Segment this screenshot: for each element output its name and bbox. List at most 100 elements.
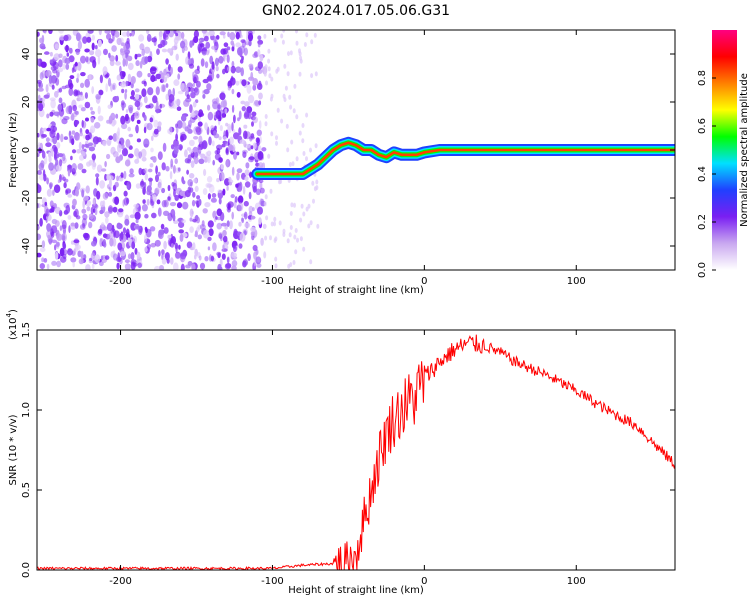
colorbar-tick-label: 0.2 <box>697 214 708 230</box>
noise-blob <box>75 215 81 220</box>
noise-blob <box>208 228 214 237</box>
noise-blob <box>189 173 195 179</box>
x-tick-label: 0 <box>421 576 427 587</box>
noise-blob <box>106 153 111 160</box>
noise-blob <box>65 106 72 115</box>
noise-blob <box>229 220 233 230</box>
noise-blob <box>146 33 152 42</box>
noise-blob <box>81 168 87 174</box>
noise-blob <box>288 94 292 100</box>
noise-blob <box>185 97 192 103</box>
noise-blob <box>228 144 234 151</box>
noise-blob <box>70 257 77 263</box>
noise-blob <box>38 81 41 87</box>
noise-blob <box>50 125 55 135</box>
noise-blob <box>207 220 214 228</box>
noise-blob <box>173 145 179 155</box>
noise-blob <box>165 93 169 101</box>
noise-blob <box>158 229 165 236</box>
noise-blob <box>127 153 134 159</box>
noise-blob <box>257 42 261 48</box>
noise-blob <box>158 265 165 270</box>
noise-blob <box>90 206 94 215</box>
noise-blob <box>253 99 260 106</box>
noise-blob <box>146 55 153 63</box>
noise-blob <box>130 114 135 122</box>
noise-blob <box>58 59 63 68</box>
noise-blob <box>159 32 163 42</box>
noise-blob <box>204 35 209 42</box>
noise-blob <box>240 100 246 105</box>
noise-blob <box>211 45 217 50</box>
noise-blob <box>140 148 147 158</box>
noise-blob <box>91 42 95 51</box>
noise-blob <box>301 123 305 128</box>
noise-blob <box>46 92 50 98</box>
noise-blob <box>174 194 179 201</box>
noise-blob <box>110 227 114 234</box>
noise-blob <box>202 208 208 214</box>
noise-blob <box>235 66 242 73</box>
noise-blob <box>74 61 78 67</box>
noise-blob <box>88 146 95 152</box>
noise-blob <box>89 129 94 134</box>
noise-blob <box>134 100 141 108</box>
noise-blob <box>269 235 272 241</box>
noise-blob <box>143 46 151 54</box>
noise-blob <box>81 208 87 214</box>
noise-blob <box>123 170 127 180</box>
noise-blob <box>238 221 242 227</box>
noise-blob <box>299 55 303 61</box>
noise-blob <box>264 235 268 241</box>
noise-blob <box>131 32 135 37</box>
noise-blob <box>135 226 142 230</box>
noise-blob <box>129 168 134 175</box>
noise-blob <box>138 34 145 42</box>
noise-blob <box>109 237 114 247</box>
noise-blob <box>242 260 247 268</box>
noise-blob <box>54 220 60 227</box>
noise-blob <box>167 196 171 201</box>
noise-blob <box>84 92 88 99</box>
noise-blob <box>186 169 190 175</box>
noise-blob <box>149 163 154 168</box>
noise-blob <box>62 63 67 70</box>
noise-blob <box>237 195 244 204</box>
noise-blob <box>49 111 54 117</box>
noise-blob <box>232 245 237 252</box>
noise-blob <box>84 48 90 53</box>
noise-blob <box>175 125 179 134</box>
noise-blob <box>207 246 211 251</box>
noise-blob <box>81 189 85 198</box>
noise-blob <box>108 52 111 59</box>
noise-blob <box>219 31 226 36</box>
noise-blob <box>215 110 222 120</box>
noise-blob <box>142 199 146 204</box>
noise-blob <box>231 46 235 52</box>
noise-blob <box>283 63 287 69</box>
noise-blob <box>236 168 243 174</box>
y-tick-label: 0 <box>21 147 32 153</box>
noise-blob <box>309 259 313 265</box>
noise-blob <box>128 133 134 138</box>
noise-blob <box>243 130 248 140</box>
noise-blob <box>196 195 201 200</box>
noise-blob <box>71 163 77 172</box>
snr-ticks: -200 -100 0 100 0.0 0.5 1.0 1.5 <box>21 322 675 587</box>
noise-blob <box>177 66 183 73</box>
noise-blob <box>254 66 261 71</box>
noise-blob <box>181 219 186 224</box>
noise-blob <box>172 182 178 192</box>
noise-blob <box>146 198 150 206</box>
noise-blob <box>67 194 73 198</box>
noise-blob <box>224 263 231 270</box>
noise-blob <box>189 208 194 218</box>
noise-blob <box>61 235 66 241</box>
noise-blob <box>166 73 170 79</box>
noise-blob <box>211 193 217 198</box>
noise-blob <box>136 53 142 58</box>
noise-blob <box>236 91 241 98</box>
x-tick-label: -100 <box>261 276 284 287</box>
noise-blob <box>200 153 206 159</box>
